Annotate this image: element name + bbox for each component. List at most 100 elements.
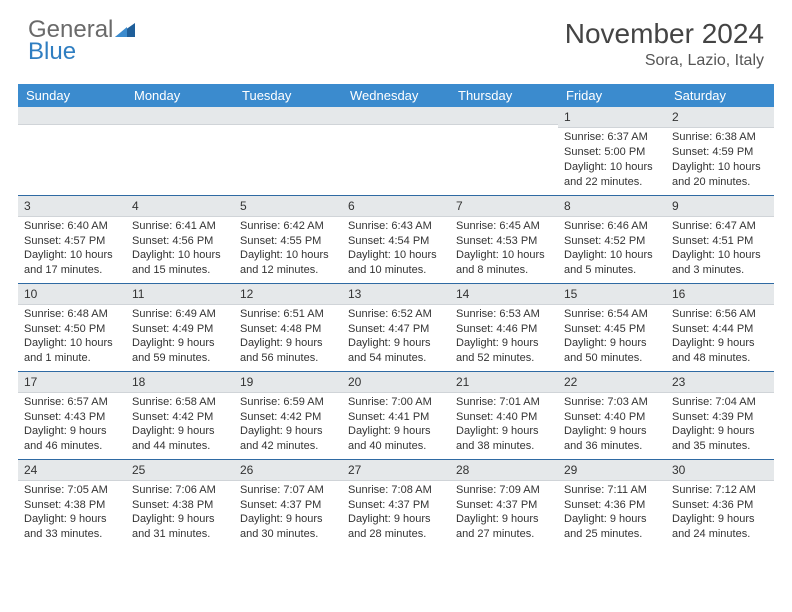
day-details: Sunrise: 7:08 AMSunset: 4:37 PMDaylight:… (342, 481, 450, 546)
weekday-header: Thursday (450, 84, 558, 107)
day-number: 14 (450, 284, 558, 305)
day-number (126, 107, 234, 125)
day-number: 21 (450, 372, 558, 393)
weekday-header: Monday (126, 84, 234, 107)
day-number: 1 (558, 107, 666, 128)
day-number: 2 (666, 107, 774, 128)
day-number: 10 (18, 284, 126, 305)
calendar-day-cell: 11Sunrise: 6:49 AMSunset: 4:49 PMDayligh… (126, 283, 234, 371)
day-number: 3 (18, 196, 126, 217)
day-details: Sunrise: 6:40 AMSunset: 4:57 PMDaylight:… (18, 217, 126, 282)
day-details: Sunrise: 6:59 AMSunset: 4:42 PMDaylight:… (234, 393, 342, 458)
day-number: 27 (342, 460, 450, 481)
day-details: Sunrise: 6:57 AMSunset: 4:43 PMDaylight:… (18, 393, 126, 458)
day-number: 24 (18, 460, 126, 481)
weekday-header: Saturday (666, 84, 774, 107)
day-number: 7 (450, 196, 558, 217)
day-details: Sunrise: 6:53 AMSunset: 4:46 PMDaylight:… (450, 305, 558, 370)
calendar-day-cell: 17Sunrise: 6:57 AMSunset: 4:43 PMDayligh… (18, 371, 126, 459)
calendar-day-cell: 2Sunrise: 6:38 AMSunset: 4:59 PMDaylight… (666, 107, 774, 195)
day-number: 28 (450, 460, 558, 481)
day-details: Sunrise: 7:07 AMSunset: 4:37 PMDaylight:… (234, 481, 342, 546)
weekday-header: Friday (558, 84, 666, 107)
day-number: 18 (126, 372, 234, 393)
logo-triangle-icon (115, 18, 135, 42)
calendar-day-cell: 24Sunrise: 7:05 AMSunset: 4:38 PMDayligh… (18, 459, 126, 547)
calendar-week-row: 1Sunrise: 6:37 AMSunset: 5:00 PMDaylight… (18, 107, 774, 195)
calendar-week-row: 24Sunrise: 7:05 AMSunset: 4:38 PMDayligh… (18, 459, 774, 547)
day-details: Sunrise: 6:47 AMSunset: 4:51 PMDaylight:… (666, 217, 774, 282)
day-number: 23 (666, 372, 774, 393)
day-details: Sunrise: 7:11 AMSunset: 4:36 PMDaylight:… (558, 481, 666, 546)
day-number: 22 (558, 372, 666, 393)
calendar-day-cell: 5Sunrise: 6:42 AMSunset: 4:55 PMDaylight… (234, 195, 342, 283)
day-details: Sunrise: 6:48 AMSunset: 4:50 PMDaylight:… (18, 305, 126, 370)
day-number: 8 (558, 196, 666, 217)
day-details: Sunrise: 6:51 AMSunset: 4:48 PMDaylight:… (234, 305, 342, 370)
day-details: Sunrise: 7:06 AMSunset: 4:38 PMDaylight:… (126, 481, 234, 546)
weekday-header: Tuesday (234, 84, 342, 107)
day-number: 4 (126, 196, 234, 217)
day-number: 19 (234, 372, 342, 393)
day-details: Sunrise: 6:38 AMSunset: 4:59 PMDaylight:… (666, 128, 774, 193)
logo-word-2: Blue (28, 40, 135, 64)
calendar-day-cell: 4Sunrise: 6:41 AMSunset: 4:56 PMDaylight… (126, 195, 234, 283)
day-number: 6 (342, 196, 450, 217)
day-number (234, 107, 342, 125)
day-details: Sunrise: 6:37 AMSunset: 5:00 PMDaylight:… (558, 128, 666, 193)
calendar-day-cell: 12Sunrise: 6:51 AMSunset: 4:48 PMDayligh… (234, 283, 342, 371)
calendar-day-cell: 6Sunrise: 6:43 AMSunset: 4:54 PMDaylight… (342, 195, 450, 283)
calendar-day-cell: 14Sunrise: 6:53 AMSunset: 4:46 PMDayligh… (450, 283, 558, 371)
header: GeneralBlue November 2024 Sora, Lazio, I… (0, 0, 792, 78)
day-number: 5 (234, 196, 342, 217)
calendar-day-cell: 13Sunrise: 6:52 AMSunset: 4:47 PMDayligh… (342, 283, 450, 371)
calendar-day-cell: 10Sunrise: 6:48 AMSunset: 4:50 PMDayligh… (18, 283, 126, 371)
calendar-day-cell: 7Sunrise: 6:45 AMSunset: 4:53 PMDaylight… (450, 195, 558, 283)
calendar-day-cell (126, 107, 234, 195)
day-number: 13 (342, 284, 450, 305)
day-details: Sunrise: 6:52 AMSunset: 4:47 PMDaylight:… (342, 305, 450, 370)
calendar-day-cell: 25Sunrise: 7:06 AMSunset: 4:38 PMDayligh… (126, 459, 234, 547)
calendar-day-cell: 19Sunrise: 6:59 AMSunset: 4:42 PMDayligh… (234, 371, 342, 459)
day-details: Sunrise: 6:49 AMSunset: 4:49 PMDaylight:… (126, 305, 234, 370)
day-details: Sunrise: 6:54 AMSunset: 4:45 PMDaylight:… (558, 305, 666, 370)
calendar-day-cell (450, 107, 558, 195)
calendar-day-cell: 3Sunrise: 6:40 AMSunset: 4:57 PMDaylight… (18, 195, 126, 283)
day-number: 15 (558, 284, 666, 305)
day-number: 25 (126, 460, 234, 481)
day-details: Sunrise: 6:46 AMSunset: 4:52 PMDaylight:… (558, 217, 666, 282)
month-title: November 2024 (565, 18, 764, 50)
day-number: 30 (666, 460, 774, 481)
calendar-day-cell: 16Sunrise: 6:56 AMSunset: 4:44 PMDayligh… (666, 283, 774, 371)
calendar-day-cell: 23Sunrise: 7:04 AMSunset: 4:39 PMDayligh… (666, 371, 774, 459)
day-details: Sunrise: 6:41 AMSunset: 4:56 PMDaylight:… (126, 217, 234, 282)
day-number: 17 (18, 372, 126, 393)
calendar-day-cell: 26Sunrise: 7:07 AMSunset: 4:37 PMDayligh… (234, 459, 342, 547)
weekday-header: Sunday (18, 84, 126, 107)
calendar-day-cell: 8Sunrise: 6:46 AMSunset: 4:52 PMDaylight… (558, 195, 666, 283)
day-number: 26 (234, 460, 342, 481)
calendar-day-cell: 18Sunrise: 6:58 AMSunset: 4:42 PMDayligh… (126, 371, 234, 459)
day-number (342, 107, 450, 125)
day-details: Sunrise: 6:43 AMSunset: 4:54 PMDaylight:… (342, 217, 450, 282)
day-details: Sunrise: 6:56 AMSunset: 4:44 PMDaylight:… (666, 305, 774, 370)
day-details: Sunrise: 7:00 AMSunset: 4:41 PMDaylight:… (342, 393, 450, 458)
day-details: Sunrise: 7:03 AMSunset: 4:40 PMDaylight:… (558, 393, 666, 458)
day-number: 16 (666, 284, 774, 305)
day-details: Sunrise: 7:01 AMSunset: 4:40 PMDaylight:… (450, 393, 558, 458)
day-number: 20 (342, 372, 450, 393)
calendar-day-cell (342, 107, 450, 195)
day-details: Sunrise: 7:09 AMSunset: 4:37 PMDaylight:… (450, 481, 558, 546)
location-subtitle: Sora, Lazio, Italy (565, 52, 764, 70)
calendar-day-cell: 1Sunrise: 6:37 AMSunset: 5:00 PMDaylight… (558, 107, 666, 195)
calendar-week-row: 10Sunrise: 6:48 AMSunset: 4:50 PMDayligh… (18, 283, 774, 371)
day-details: Sunrise: 6:45 AMSunset: 4:53 PMDaylight:… (450, 217, 558, 282)
calendar-day-cell: 28Sunrise: 7:09 AMSunset: 4:37 PMDayligh… (450, 459, 558, 547)
calendar-day-cell: 15Sunrise: 6:54 AMSunset: 4:45 PMDayligh… (558, 283, 666, 371)
day-number: 29 (558, 460, 666, 481)
calendar-day-cell (18, 107, 126, 195)
calendar-day-cell: 20Sunrise: 7:00 AMSunset: 4:41 PMDayligh… (342, 371, 450, 459)
day-number (18, 107, 126, 125)
calendar-table: SundayMondayTuesdayWednesdayThursdayFrid… (18, 84, 774, 547)
calendar-day-cell: 29Sunrise: 7:11 AMSunset: 4:36 PMDayligh… (558, 459, 666, 547)
